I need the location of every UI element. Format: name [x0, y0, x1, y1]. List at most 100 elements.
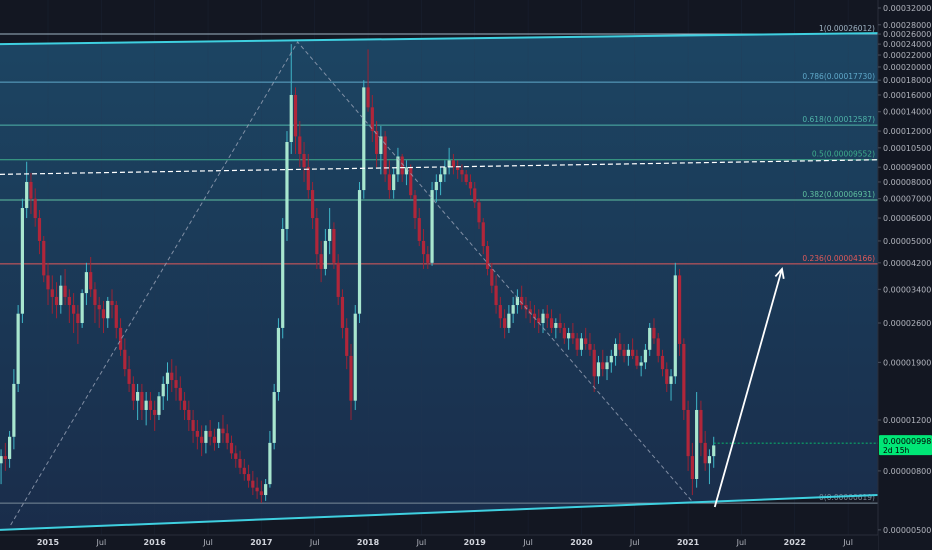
current-price-countdown: 2d 15h	[883, 446, 909, 455]
candle-body	[648, 327, 652, 350]
candle-body	[42, 240, 46, 276]
candle-body	[451, 160, 456, 168]
candle-body	[605, 362, 609, 370]
candle-body	[601, 362, 605, 370]
candle-body	[302, 153, 306, 168]
fib-level-label: 0(0.00000619)	[819, 493, 875, 502]
time-axis-background[interactable]	[0, 535, 878, 550]
channel-lower-line[interactable]	[0, 494, 879, 531]
y-tick-label: 0.00014000	[883, 108, 931, 117]
projection-arrow-shaft[interactable]	[713, 268, 783, 508]
candle-body	[528, 309, 532, 314]
candle-body	[567, 333, 571, 339]
candle-body	[673, 275, 677, 377]
candle-body	[396, 156, 400, 175]
dashed-trend-line[interactable]	[0, 159, 879, 175]
candle-body	[46, 275, 50, 290]
y-tick-label: 0.00028000	[883, 21, 931, 30]
x-tick-label: Jul	[416, 538, 427, 547]
candle-body	[404, 167, 409, 175]
candle-body	[153, 409, 157, 415]
x-tick-label: Jul	[309, 538, 320, 547]
candle-body	[289, 94, 293, 142]
candle-body	[421, 240, 426, 255]
candle-body	[54, 296, 59, 306]
candle-body	[29, 181, 33, 199]
candle-body	[101, 309, 106, 319]
candle-body	[157, 396, 161, 415]
candle-body	[554, 322, 558, 328]
candle-body	[0, 456, 3, 464]
candle-body	[217, 428, 221, 443]
y-tick-label: 0.00000800	[883, 467, 931, 476]
candle-body	[626, 349, 630, 356]
candle-body	[409, 167, 413, 196]
candle-body	[498, 305, 502, 319]
candle-body	[485, 246, 490, 269]
candle-body	[558, 322, 562, 328]
fib-retracement-diagonal[interactable]	[10, 41, 694, 526]
x-tick-label: 2015	[37, 538, 60, 547]
fib-level-label: 0.5(0.00009552)	[812, 150, 875, 159]
candle-body	[392, 174, 396, 191]
candle-body	[174, 380, 178, 388]
candle-body	[515, 296, 520, 306]
candle-body	[588, 343, 592, 350]
candle-body	[259, 491, 263, 496]
candle-body	[370, 107, 374, 132]
channel-upper-line[interactable]	[0, 32, 879, 46]
candle-body	[310, 190, 315, 219]
candle-body	[613, 343, 618, 356]
candle-body	[477, 202, 481, 223]
candle-body	[255, 487, 259, 492]
candle-body	[182, 400, 187, 410]
candle-body	[575, 338, 579, 350]
y-tick-label: 0.00005000	[883, 237, 931, 246]
current-price-badge[interactable]	[879, 435, 932, 456]
y-tick-label: 0.00022000	[883, 51, 931, 60]
candle-body	[319, 254, 323, 269]
price-axis-background[interactable]	[878, 0, 932, 550]
candle-body	[400, 156, 404, 175]
x-tick-label: Jul	[202, 538, 213, 547]
candle-body	[665, 369, 669, 384]
candle-body	[12, 383, 16, 437]
candle-body	[195, 430, 199, 437]
fib-level-label: 1(0.00026012)	[819, 24, 875, 33]
candle-body	[123, 349, 127, 370]
y-tick-label: 0.00000500	[883, 526, 931, 535]
candle-body	[707, 456, 712, 464]
candle-body	[221, 428, 225, 434]
candle-body	[349, 355, 353, 401]
candle-body	[695, 409, 699, 479]
candle-body	[362, 87, 366, 191]
candle-body	[234, 453, 238, 459]
current-price-value: 0.00000998	[883, 437, 931, 446]
candle-body	[520, 296, 524, 306]
candle-body	[656, 338, 660, 356]
fib-level-label: 0.786(0.00017730)	[802, 72, 875, 81]
x-tick-label: 2016	[144, 538, 167, 547]
candle-body	[127, 369, 131, 384]
fib-level-label: 0.618(0.00012587)	[802, 115, 875, 124]
candle-body	[643, 349, 648, 363]
candle-body	[699, 409, 703, 443]
candle-body	[187, 409, 191, 421]
x-tick-label: Jul	[736, 538, 747, 547]
candle-body	[208, 430, 212, 437]
candle-body	[276, 327, 281, 393]
projection-arrow-head-icon[interactable]	[774, 266, 785, 279]
candle-body	[251, 480, 255, 488]
candle-body	[200, 436, 204, 443]
candle-body	[106, 300, 110, 319]
candle-body	[80, 293, 84, 323]
candle-body	[383, 136, 387, 175]
y-tick-label: 0.00016000	[883, 91, 931, 100]
candle-body	[93, 289, 97, 306]
candle-body	[434, 181, 438, 191]
y-tick-label: 0.00026000	[883, 30, 931, 39]
candle-body	[464, 174, 468, 182]
candle-body	[481, 222, 485, 247]
candle-body	[178, 387, 182, 401]
